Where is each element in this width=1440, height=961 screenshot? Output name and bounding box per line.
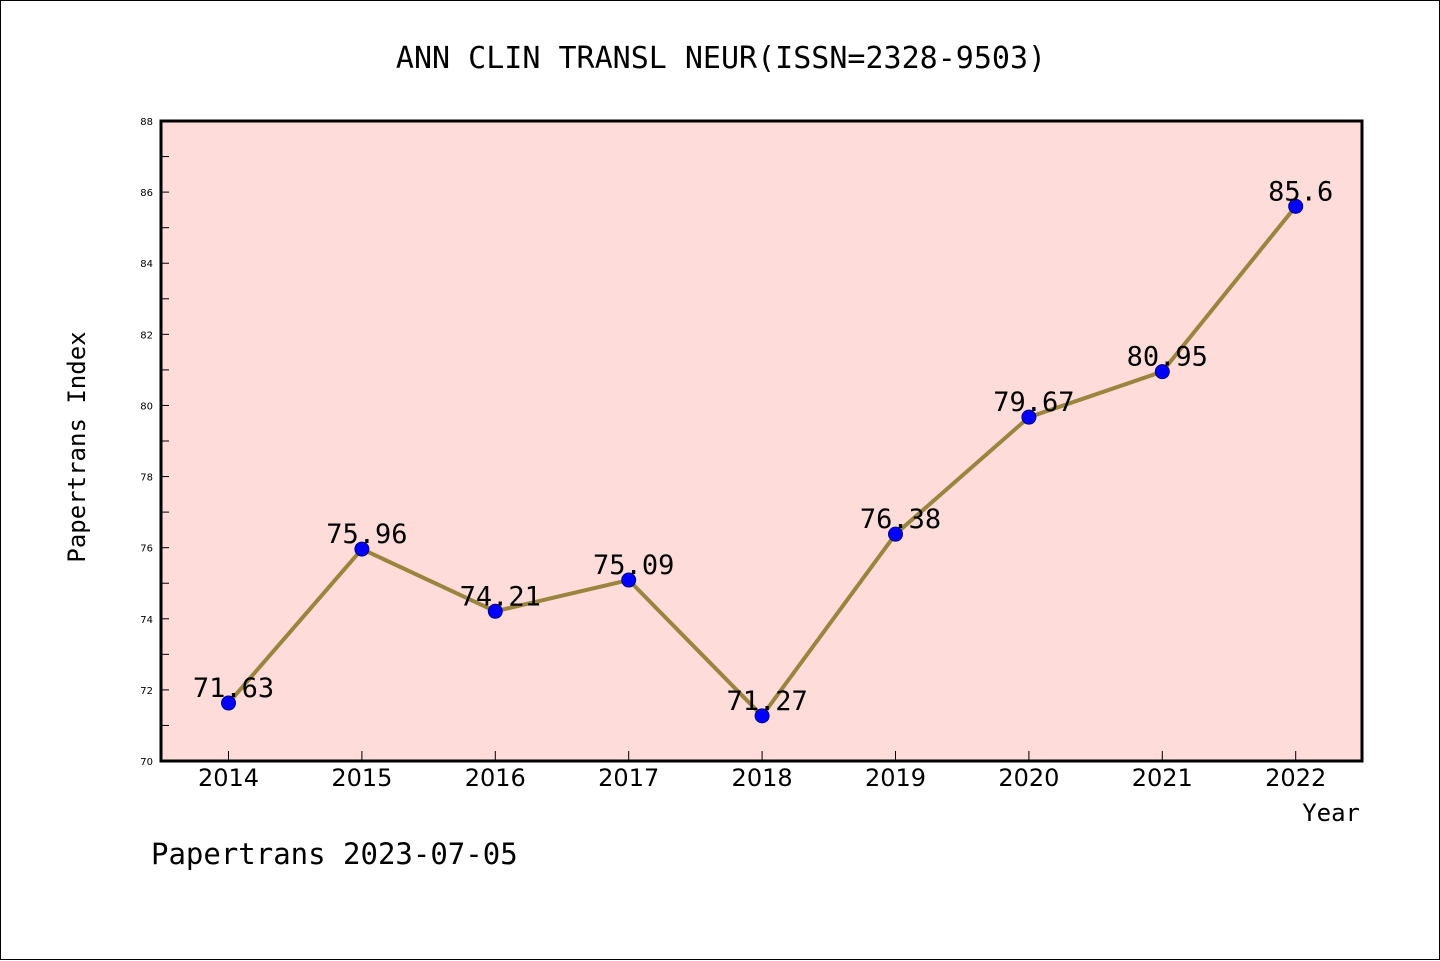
x-axis-ticks: 2014 2015 2016 2017 2018 2019 2020 2021 2022	[198, 751, 1326, 792]
x-tick-label: 2021	[1132, 764, 1193, 792]
x-tick-label: 2015	[331, 764, 392, 792]
y-tick-label: 82	[140, 330, 153, 341]
y-tick-label: 74	[140, 615, 153, 626]
data-point-2016	[487, 603, 503, 619]
y-tick-label: 88	[140, 117, 153, 128]
data-label-2022: 85.6	[1268, 176, 1333, 207]
data-label-2021: 80.95	[1127, 342, 1208, 373]
data-points	[221, 198, 1304, 724]
x-axis-label: Year	[1302, 799, 1360, 827]
data-point-2021	[1154, 364, 1170, 380]
x-tick-label: 2022	[1265, 764, 1326, 792]
chart-title: ANN CLIN TRANSL NEUR(ISSN=2328-9503)	[396, 41, 1046, 76]
plot-area	[161, 121, 1362, 761]
data-labels: 71.63 75.96 74.21 75.09 71.27 76.38 79.67 80.95…	[193, 176, 1333, 717]
x-tick-label: 2017	[598, 764, 659, 792]
data-label-2019: 76.38	[860, 504, 941, 535]
y-tick-label: 78	[140, 473, 153, 484]
data-point-2017	[621, 572, 637, 588]
data-point-2022	[1288, 198, 1304, 214]
y-axis-ticks: 70 72 74 76 78 80 82 84 86 88	[140, 117, 169, 768]
data-label-2016: 74.21	[460, 581, 541, 612]
y-tick-label: 80	[140, 401, 153, 412]
y-tick-label: 72	[140, 686, 153, 697]
footer-date: Papertrans 2023-07-05	[151, 837, 518, 871]
data-label-2018: 71.27	[726, 686, 807, 717]
y-tick-label: 86	[140, 188, 153, 199]
data-point-2020	[1021, 409, 1037, 425]
x-tick-label: 2019	[865, 764, 926, 792]
y-axis-label: Papertrans Index	[63, 331, 91, 562]
x-tick-label: 2016	[465, 764, 526, 792]
data-point-2015	[354, 541, 370, 557]
data-point-2014	[221, 695, 236, 711]
x-tick-label: 2018	[732, 764, 793, 792]
data-point-2018	[754, 708, 770, 724]
data-label-2017: 75.09	[593, 550, 674, 581]
x-tick-label: 2020	[998, 764, 1059, 792]
data-label-2014: 71.63	[193, 673, 274, 704]
plot-border	[159, 119, 1364, 763]
x-tick-label: 2014	[198, 764, 259, 792]
data-label-2015: 75.96	[326, 519, 407, 550]
y-tick-label: 76	[140, 544, 153, 555]
y-tick-label: 84	[140, 259, 153, 270]
y-tick-label: 70	[140, 757, 153, 768]
data-label-2020: 79.67	[993, 387, 1074, 418]
data-point-2019	[888, 526, 903, 542]
